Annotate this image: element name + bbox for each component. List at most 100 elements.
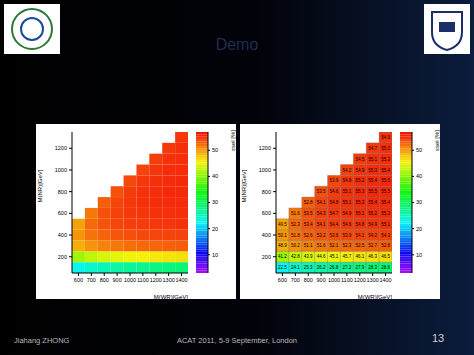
svg-text:28.3: 28.3 <box>368 265 377 270</box>
svg-text:55.2: 55.2 <box>381 146 390 151</box>
svg-text:53.9: 53.9 <box>330 178 339 183</box>
svg-text:22.5: 22.5 <box>278 265 287 270</box>
svg-text:55.1: 55.1 <box>343 189 352 194</box>
svg-text:20: 20 <box>212 226 218 232</box>
svg-text:53.4: 53.4 <box>304 222 313 227</box>
svg-text:40: 40 <box>416 173 422 179</box>
svg-text:1100: 1100 <box>341 277 353 283</box>
svg-text:M(WR)[GeV]: M(WR)[GeV] <box>154 294 189 299</box>
svg-text:600: 600 <box>278 277 287 283</box>
svg-text:54.5: 54.5 <box>355 157 364 162</box>
svg-text:54.6: 54.6 <box>330 189 339 194</box>
svg-text:55.1: 55.1 <box>381 222 390 227</box>
svg-text:48.9: 48.9 <box>278 243 287 248</box>
svg-text:55.4: 55.4 <box>368 178 377 183</box>
svg-text:52.7: 52.7 <box>368 243 377 248</box>
svg-text:400: 400 <box>58 232 67 238</box>
svg-text:55.5: 55.5 <box>381 178 390 183</box>
svg-text:20: 20 <box>416 226 422 232</box>
svg-text:52.6: 52.6 <box>304 233 313 238</box>
svg-text:55.1: 55.1 <box>343 200 352 205</box>
svg-text:52.3: 52.3 <box>343 243 352 248</box>
svg-text:600: 600 <box>74 277 83 283</box>
svg-text:53.5: 53.5 <box>317 189 326 194</box>
svg-text:51.8: 51.8 <box>291 233 300 238</box>
svg-text:27.2: 27.2 <box>343 265 352 270</box>
svg-text:55.3: 55.3 <box>368 168 377 173</box>
svg-text:54.9: 54.9 <box>368 222 377 227</box>
svg-text:1000: 1000 <box>328 277 340 283</box>
svg-text:50: 50 <box>212 147 218 153</box>
svg-text:900: 900 <box>113 277 122 283</box>
svg-text:54.7: 54.7 <box>368 146 377 151</box>
svg-text:51.6: 51.6 <box>291 211 300 216</box>
svg-text:55.4: 55.4 <box>381 168 390 173</box>
svg-text:1200: 1200 <box>150 277 162 283</box>
svg-text:45.7: 45.7 <box>343 254 352 259</box>
svg-text:55.5: 55.5 <box>381 189 390 194</box>
svg-text:54.3: 54.3 <box>381 233 390 238</box>
svg-text:55.3: 55.3 <box>381 157 390 162</box>
svg-text:50: 50 <box>416 147 422 153</box>
svg-text:55.4: 55.4 <box>368 200 377 205</box>
svg-text:10: 10 <box>212 252 218 258</box>
svg-text:1300: 1300 <box>367 277 379 283</box>
svg-text:52.5: 52.5 <box>355 243 364 248</box>
svg-text:53.2: 53.2 <box>317 233 326 238</box>
svg-text:53.9: 53.9 <box>343 233 352 238</box>
svg-text:55.2: 55.2 <box>355 178 364 183</box>
svg-text:54.8: 54.8 <box>343 178 352 183</box>
svg-text:46.1: 46.1 <box>355 254 364 259</box>
svg-text:55.3: 55.3 <box>381 211 390 216</box>
svg-text:52.8: 52.8 <box>304 200 313 205</box>
svg-text:52.3: 52.3 <box>291 222 300 227</box>
svg-text:1300: 1300 <box>163 277 175 283</box>
svg-text:1400: 1400 <box>175 277 187 283</box>
svg-text:43.9: 43.9 <box>304 254 313 259</box>
svg-text:55.2: 55.2 <box>368 211 377 216</box>
svg-text:42.8: 42.8 <box>291 254 300 259</box>
svg-text:26.8: 26.8 <box>330 265 339 270</box>
svg-text:24.1: 24.1 <box>291 265 300 270</box>
svg-text:54.9: 54.9 <box>381 135 390 140</box>
svg-text:54.2: 54.2 <box>368 233 377 238</box>
svg-text:M(NR)[GeV]: M(NR)[GeV] <box>37 169 43 202</box>
svg-text:49.5: 49.5 <box>278 222 287 227</box>
svg-text:1200: 1200 <box>259 145 271 151</box>
svg-text:54.1: 54.1 <box>317 222 326 227</box>
svg-text:55.3: 55.3 <box>355 189 364 194</box>
svg-text:55.4: 55.4 <box>381 200 390 205</box>
svg-text:1000: 1000 <box>55 167 67 173</box>
svg-text:M(WR)[GeV]: M(WR)[GeV] <box>358 294 393 299</box>
svg-text:800: 800 <box>304 277 313 283</box>
svg-text:1200: 1200 <box>354 277 366 283</box>
svg-text:54.8: 54.8 <box>330 200 339 205</box>
svg-text:30: 30 <box>416 199 422 205</box>
svg-text:55.1: 55.1 <box>368 157 377 162</box>
svg-text:54.9: 54.9 <box>355 168 364 173</box>
svg-text:51.1: 51.1 <box>304 243 313 248</box>
svg-text:1400: 1400 <box>379 277 391 283</box>
svg-text:30: 30 <box>212 199 218 205</box>
svg-text:900: 900 <box>317 277 326 283</box>
svg-text:25.3: 25.3 <box>304 265 313 270</box>
svg-text:52.8: 52.8 <box>381 243 390 248</box>
svg-text:54.6: 54.6 <box>343 222 352 227</box>
svg-text:46.5: 46.5 <box>381 254 390 259</box>
svg-text:700: 700 <box>291 277 300 283</box>
svg-text:54.2: 54.2 <box>343 168 352 173</box>
svg-text:55.1: 55.1 <box>355 211 364 216</box>
svg-text:200: 200 <box>262 254 271 260</box>
svg-text:600: 600 <box>58 210 67 216</box>
svg-text:800: 800 <box>100 277 109 283</box>
svg-text:800: 800 <box>58 189 67 195</box>
svg-text:50.2: 50.2 <box>291 243 300 248</box>
svg-text:41.2: 41.2 <box>278 254 287 259</box>
svg-text:54.7: 54.7 <box>330 211 339 216</box>
svg-text:800: 800 <box>262 189 271 195</box>
svg-text:55.5: 55.5 <box>368 189 377 194</box>
svg-text:28.6: 28.6 <box>381 265 390 270</box>
svg-text:45.1: 45.1 <box>330 254 339 259</box>
svg-text:26.2: 26.2 <box>317 265 326 270</box>
svg-text:53.5: 53.5 <box>304 211 313 216</box>
